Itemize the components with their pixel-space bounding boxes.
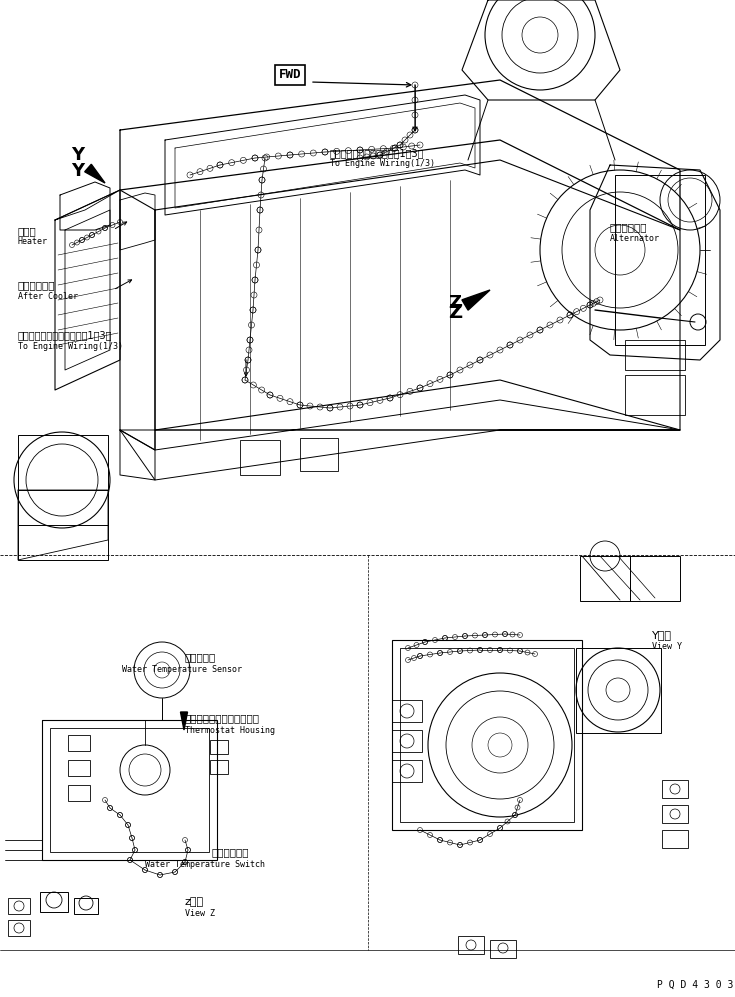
Text: サーモスタットハウジング: サーモスタットハウジング <box>185 713 260 723</box>
Text: Thermostat Housing: Thermostat Housing <box>185 726 275 735</box>
Bar <box>392 700 422 722</box>
Bar <box>8 920 30 936</box>
Bar <box>662 805 688 823</box>
Bar <box>580 556 630 601</box>
Bar <box>615 175 705 345</box>
Text: P Q D 4 3 0 3: P Q D 4 3 0 3 <box>657 980 734 990</box>
Text: Y　視: Y 視 <box>652 630 672 640</box>
Bar <box>400 648 574 822</box>
Text: View Y: View Y <box>652 642 682 651</box>
Bar <box>630 556 680 601</box>
Text: z　視: z 視 <box>185 897 204 907</box>
Bar <box>240 440 280 475</box>
Bar <box>392 760 422 782</box>
Bar <box>576 648 661 733</box>
Bar <box>8 898 30 914</box>
Text: To Engine Wiring(1/3): To Engine Wiring(1/3) <box>18 342 123 351</box>
Bar <box>18 490 108 560</box>
Bar <box>625 375 685 415</box>
Bar <box>40 892 68 912</box>
Bar <box>18 435 108 525</box>
Bar <box>625 340 685 370</box>
Text: Z: Z <box>448 294 462 312</box>
Text: エンジンワイヤリングへ（1／3）: エンジンワイヤリングへ（1／3） <box>18 330 112 340</box>
Bar <box>490 940 516 958</box>
Bar <box>210 760 228 774</box>
Polygon shape <box>462 290 490 310</box>
Text: アフタクーラ: アフタクーラ <box>18 280 56 290</box>
Bar <box>210 740 228 754</box>
Bar <box>392 730 422 752</box>
Bar <box>68 785 90 801</box>
Text: FWD: FWD <box>279 69 301 82</box>
Text: エンジンワイヤリングへ（1／3）: エンジンワイヤリングへ（1／3） <box>330 148 425 158</box>
Text: Y: Y <box>71 162 85 180</box>
Text: To Engine Wiring(1/3): To Engine Wiring(1/3) <box>330 159 435 168</box>
Text: Y: Y <box>71 146 85 164</box>
Bar <box>662 780 688 798</box>
Text: 水温センサ: 水温センサ <box>185 652 216 662</box>
Bar <box>662 830 688 848</box>
Text: Heater: Heater <box>18 237 48 246</box>
Text: Water Temperature Sensor: Water Temperature Sensor <box>122 665 242 674</box>
Text: View Z: View Z <box>185 909 215 918</box>
Bar <box>42 720 217 860</box>
Text: Alternator: Alternator <box>610 234 660 243</box>
Bar <box>458 936 484 954</box>
Bar <box>50 728 209 852</box>
Polygon shape <box>181 712 187 730</box>
Bar <box>392 640 582 830</box>
Text: 水温スイッチ: 水温スイッチ <box>212 847 249 857</box>
Polygon shape <box>85 165 105 183</box>
Bar <box>68 760 90 776</box>
Text: After Cooler: After Cooler <box>18 292 78 301</box>
Text: オルタキータ: オルタキータ <box>610 222 648 232</box>
Text: ヒータ: ヒータ <box>18 226 37 236</box>
Bar <box>300 438 338 471</box>
Bar <box>68 735 90 751</box>
Text: Water Temperature Switch: Water Temperature Switch <box>145 860 265 869</box>
Bar <box>74 898 98 914</box>
Text: Z: Z <box>448 303 462 322</box>
